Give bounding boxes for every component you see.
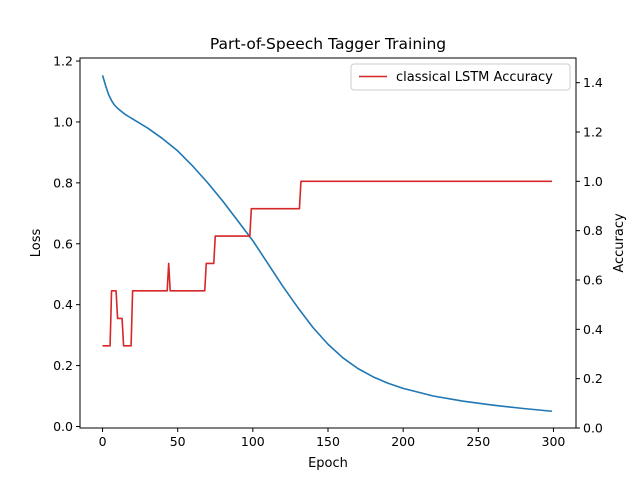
y-right-tick-label: 0.8 <box>583 223 603 238</box>
y-left-tick-label: 0.8 <box>53 175 73 190</box>
y-axis-right-label: Accuracy <box>612 213 627 273</box>
y-left-tick-label: 0.4 <box>53 297 73 312</box>
legend-label: classical LSTM Accuracy <box>396 70 553 85</box>
x-tick-label: 300 <box>542 434 566 449</box>
y-left-tick-label: 1.0 <box>53 114 73 129</box>
y-right-tick-label: 1.2 <box>583 125 603 140</box>
x-tick-label: 200 <box>391 434 415 449</box>
legend-box <box>350 63 571 91</box>
chart-title: Part-of-Speech Tagger Training <box>210 35 446 53</box>
x-axis-label: Epoch <box>308 456 348 471</box>
y-right-tick-label: 1.0 <box>583 174 603 189</box>
x-tick-label: 0 <box>99 434 107 449</box>
y-left-tick-label: 1.2 <box>53 54 73 69</box>
y-axis-left-label: Loss <box>29 229 44 258</box>
plot-frame <box>79 57 577 429</box>
y-axis-left: 0.0 0.2 0.4 0.6 0.8 1.0 1.2 <box>53 54 80 434</box>
y-left-tick-label: 0.2 <box>53 358 73 373</box>
x-tick-label: 50 <box>170 434 186 449</box>
y-right-tick-label: 0.6 <box>583 273 603 288</box>
x-tick-label: 100 <box>241 434 265 449</box>
y-right-tick-label: 0.0 <box>583 421 603 436</box>
y-right-tick-label: 0.2 <box>583 371 603 386</box>
y-right-tick-label: 1.4 <box>583 75 603 90</box>
accuracy-series-line <box>102 180 552 347</box>
y-left-tick-label: 0.6 <box>53 236 73 251</box>
loss-series-line <box>101 75 553 413</box>
x-tick-label: 250 <box>466 434 490 449</box>
y-right-tick-label: 0.4 <box>583 322 603 337</box>
legend: classical LSTM Accuracy <box>350 63 571 91</box>
y-left-tick-label: 0.0 <box>53 419 73 434</box>
x-axis: 0 50 100 150 200 250 300 <box>99 428 566 449</box>
y-axis-right: 0.0 0.2 0.4 0.6 0.8 1.0 1.2 1.4 <box>576 75 603 436</box>
x-tick-label: 150 <box>316 434 340 449</box>
